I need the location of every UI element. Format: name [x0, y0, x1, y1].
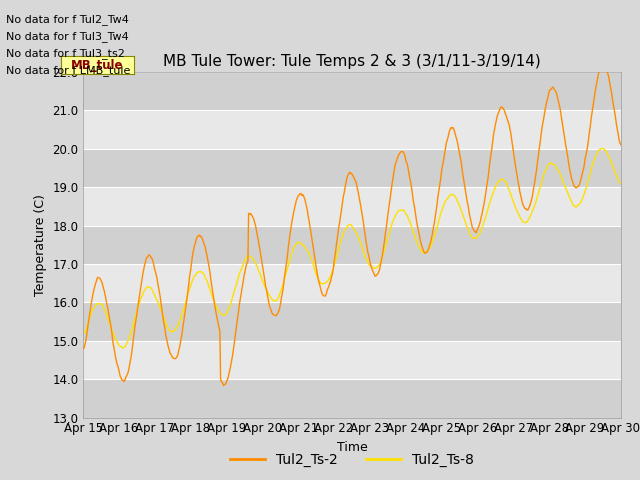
Y-axis label: Temperature (C): Temperature (C) — [34, 194, 47, 296]
Bar — [83, 72, 621, 110]
Text: No data for f Tul3_Tw4: No data for f Tul3_Tw4 — [6, 31, 129, 42]
Text: MB_tule: MB_tule — [71, 59, 124, 72]
X-axis label: Time: Time — [337, 441, 367, 454]
Bar — [83, 341, 621, 379]
Bar — [83, 149, 621, 187]
Bar — [83, 187, 621, 226]
Text: No data for f Tul2_Tw4: No data for f Tul2_Tw4 — [6, 14, 129, 25]
Bar — [83, 379, 621, 418]
Text: No data for f LMB_tule: No data for f LMB_tule — [6, 65, 131, 76]
Bar — [83, 110, 621, 149]
Bar — [83, 264, 621, 302]
Title: MB Tule Tower: Tule Temps 2 & 3 (3/1/11-3/19/14): MB Tule Tower: Tule Temps 2 & 3 (3/1/11-… — [163, 54, 541, 70]
Bar — [83, 226, 621, 264]
Text: No data for f Tul3_ts2: No data for f Tul3_ts2 — [6, 48, 125, 59]
Legend: Tul2_Ts-2, Tul2_Ts-8: Tul2_Ts-2, Tul2_Ts-8 — [225, 448, 479, 473]
Bar — [83, 302, 621, 341]
